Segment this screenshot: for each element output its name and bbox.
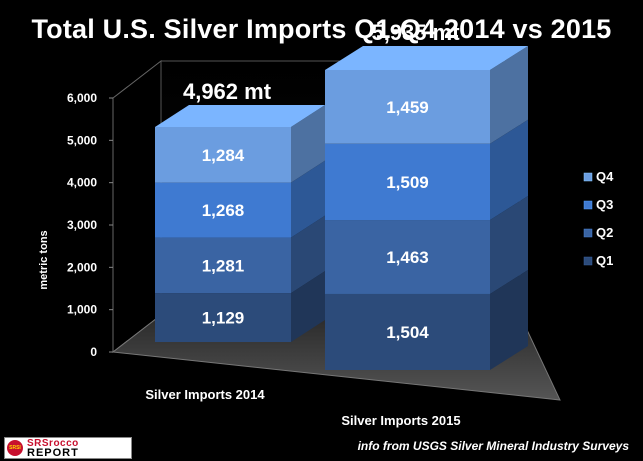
legend-label-q4: Q4 <box>596 169 614 184</box>
bar-q3-label: 1,509 <box>386 173 429 192</box>
logo-line2: REPORT <box>27 447 79 459</box>
bar-q1-front <box>155 293 291 342</box>
bar-q3-front <box>325 143 490 221</box>
bar-total-label: 4,962 mt <box>183 79 272 104</box>
bar-stack: 1,129 1,281 1,268 1,284 4,962 mt <box>155 79 325 342</box>
source-note: info from USGS Silver Mineral Industry S… <box>357 439 629 453</box>
bar-q2-label: 1,281 <box>202 256 245 275</box>
legend-label-q2: Q2 <box>596 225 613 240</box>
legend-swatch-q4 <box>583 172 593 182</box>
chart-title: Total U.S. Silver Imports Q1-Q4 2014 vs … <box>31 14 612 44</box>
bar-q4-label: 1,284 <box>202 146 245 165</box>
bar-q4-side <box>490 46 528 144</box>
y-axis-label: metric tons <box>38 230 50 289</box>
bar-q3-side <box>291 160 325 238</box>
bar-q2-front <box>325 220 490 294</box>
bar-q1-label: 1,129 <box>202 309 245 328</box>
bar-q1-side <box>291 271 325 342</box>
y-tick-label: 0 <box>90 345 97 359</box>
bar-q2-side <box>291 215 325 294</box>
legend-label-q3: Q3 <box>596 197 613 212</box>
y-tick-label: 6,000 <box>67 91 97 105</box>
bar-q3-front <box>155 182 291 238</box>
legend-swatch-q2 <box>583 228 593 238</box>
bar-q4-label: 1,459 <box>386 98 429 117</box>
bar-q2-side <box>490 196 528 294</box>
y-tick-label: 4,000 <box>67 176 97 190</box>
bar-q1-front <box>325 293 490 370</box>
bar-q2-front <box>155 237 291 294</box>
y-tick-label: 2,000 <box>67 260 97 274</box>
bar-q4-front <box>325 70 490 144</box>
category-label: Silver Imports 2014 <box>145 387 265 402</box>
legend: Q4 Q3 Q2 Q1 <box>583 169 614 268</box>
category-axis: Silver Imports 2014 Silver Imports 2015 <box>145 387 460 428</box>
legend-swatch-q1 <box>583 256 593 266</box>
legend-label-q1: Q1 <box>596 253 613 268</box>
bar-q3-side <box>490 119 528 221</box>
logo-line1: SRSrocco <box>27 438 79 449</box>
logo-badge-icon: SRSI <box>7 440 23 456</box>
bar-q1-side <box>490 269 528 370</box>
bar-top-face <box>155 105 325 127</box>
y-tick-label: 3,000 <box>67 218 97 232</box>
srsrocco-logo: SRSI SRSrocco REPORT <box>4 437 132 459</box>
side-wall <box>112 59 162 354</box>
bar-total-label: 5,935 mt <box>371 20 460 45</box>
bar-q4-front <box>155 127 291 183</box>
y-tick-label: 5,000 <box>67 133 97 147</box>
y-tick-label: 1,000 <box>67 303 97 317</box>
y-axis: 0 1,000 2,000 3,000 4,000 5,000 6,000 <box>67 91 113 359</box>
bar-q3-label: 1,268 <box>202 201 245 220</box>
bar-top-face <box>325 46 528 70</box>
category-label: Silver Imports 2015 <box>341 413 460 428</box>
bar-q1-label: 1,504 <box>386 323 429 342</box>
bar-stack: 1,504 1,463 1,509 1,459 5,935 mt <box>325 20 528 370</box>
legend-swatch-q3 <box>583 200 593 210</box>
bar-q4-side <box>291 105 325 183</box>
bar-q2-label: 1,463 <box>386 248 429 267</box>
